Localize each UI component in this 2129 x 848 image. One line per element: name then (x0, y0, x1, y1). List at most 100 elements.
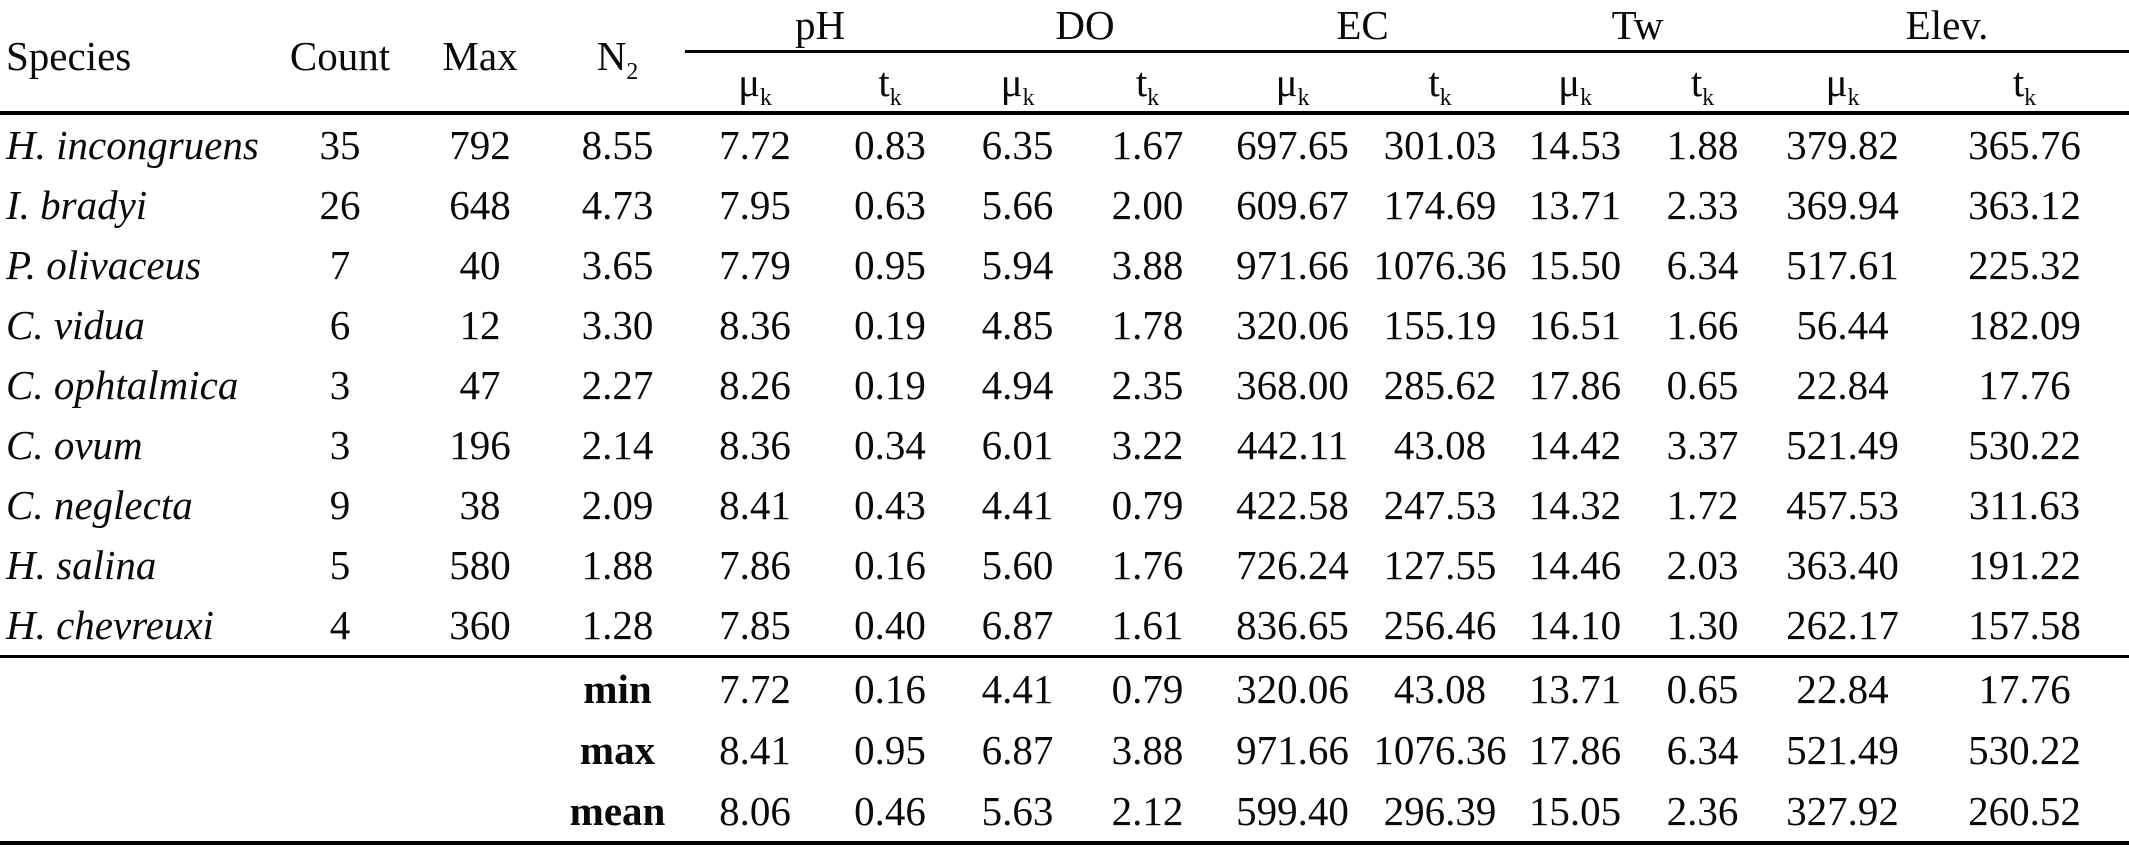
t-base: t (2012, 59, 2025, 105)
value-cell: 0.95 (854, 242, 926, 288)
empty-cell (270, 780, 410, 845)
species-name: H. chevreuxi (6, 602, 214, 648)
value-cell: 521.49 (1786, 422, 1899, 468)
value-cell: 1.66 (1666, 302, 1739, 348)
col-header-max: Max (410, 0, 550, 115)
value-cell: 7.79 (719, 242, 791, 288)
value-cell: 256.46 (1383, 602, 1497, 648)
mu-base: μ (1275, 59, 1298, 105)
value-cell: 4.85 (981, 302, 1054, 348)
value-cell: 2.27 (581, 362, 654, 408)
value-cell: 17.76 (1920, 655, 2129, 719)
value-cell: 521.49 (1786, 726, 1899, 773)
value-cell: 182.09 (1968, 302, 2081, 348)
value-cell: 422.58 (1236, 482, 1349, 528)
value-cell: 0.95 (854, 726, 926, 773)
value-cell: 7.95 (719, 182, 791, 228)
empty-cell (0, 719, 270, 780)
empty-cell (410, 655, 550, 719)
value-cell: 320.06 (1215, 655, 1371, 719)
subheader-t-ph: tk (825, 51, 956, 115)
empty-cell (410, 780, 550, 845)
species-row: C. ophtalmica 3 47 2.27 8.26 0.19 4.94 2.35 368.… (0, 355, 2129, 415)
col-header-species: Species (0, 0, 270, 115)
value-cell: 792 (449, 122, 511, 168)
value-cell: 22.84 (1796, 362, 1889, 408)
n2-subscript: 2 (626, 58, 639, 85)
value-cell: 1.67 (1111, 122, 1184, 168)
value-cell: 3 (329, 362, 351, 408)
species-name: C. ophtalmica (6, 362, 239, 408)
mu-subscript: k (1580, 85, 1592, 112)
value-cell: 5.94 (981, 242, 1054, 288)
value-cell: 4.41 (981, 482, 1054, 528)
value-cell: 6.87 (981, 602, 1054, 648)
value-cell: 726.24 (1236, 542, 1349, 588)
value-cell: 0.46 (825, 780, 956, 845)
value-cell: 6.87 (981, 726, 1054, 773)
value-cell: 26 (319, 182, 361, 228)
t-subscript: k (889, 85, 902, 112)
summary-row: mean 8.06 0.46 5.63 2.12 599.40 296.39 15.05 2.3… (0, 780, 2129, 845)
value-cell: 6.35 (981, 122, 1054, 168)
mu-subscript: k (1022, 85, 1035, 112)
value-cell: 260.52 (1920, 780, 2129, 845)
value-cell: 1.28 (581, 602, 654, 648)
value-cell: 7.72 (685, 655, 825, 719)
value-cell: 4.73 (581, 182, 654, 228)
value-cell: 2.35 (1111, 362, 1184, 408)
value-cell: 4.94 (981, 362, 1054, 408)
group-header-ec: EC (1215, 0, 1511, 53)
value-cell: 14.53 (1528, 122, 1622, 168)
group-header-elev: Elev. (1765, 0, 2129, 53)
t-subscript: k (2024, 85, 2037, 112)
value-cell: 2.03 (1666, 542, 1739, 588)
species-name: C. neglecta (6, 482, 193, 528)
value-cell: 38 (459, 482, 501, 528)
value-cell: 363.12 (1968, 182, 2081, 228)
subheader-mu-do: μk (955, 51, 1081, 115)
value-cell: 0.63 (854, 182, 926, 228)
table-header: Species Count Max N2 pH DO EC Tw Elev. μ… (0, 0, 2129, 115)
value-cell: 5.60 (981, 542, 1054, 588)
value-cell: 360 (449, 602, 511, 648)
species-row: H. chevreuxi 4 360 1.28 7.85 0.40 6.87 1.61 836.… (0, 595, 2129, 657)
value-cell: 320.06 (1236, 302, 1349, 348)
value-cell: 327.92 (1765, 780, 1921, 845)
value-cell: 0.65 (1666, 362, 1739, 408)
value-cell: 5.66 (981, 182, 1054, 228)
value-cell: 1.61 (1111, 602, 1184, 648)
value-cell: 7 (329, 242, 351, 288)
value-cell: 7.72 (719, 122, 791, 168)
value-cell: 0.16 (854, 542, 926, 588)
value-cell: 1076.36 (1373, 726, 1507, 773)
value-cell: 7.85 (719, 602, 791, 648)
group-header-do: DO (955, 0, 1216, 53)
value-cell: 8.41 (719, 482, 791, 528)
species-row: H. incongruens 35 792 8.55 7.72 0.83 6.35 1.67 6… (0, 113, 2129, 175)
value-cell: 7.86 (719, 542, 791, 588)
subheader-mu-tw: μk (1510, 51, 1641, 115)
value-cell: 127.55 (1383, 542, 1497, 588)
value-cell: 457.53 (1786, 482, 1899, 528)
value-cell: 262.17 (1786, 602, 1899, 648)
value-cell: 1.30 (1666, 602, 1739, 648)
value-cell: 43.08 (1393, 422, 1487, 468)
subheader-mu-elev: μk (1765, 51, 1921, 115)
value-cell: 196 (449, 422, 511, 468)
value-cell: 311.63 (1968, 482, 2081, 528)
species-row: C. neglecta 9 38 2.09 8.41 0.43 4.41 0.79 422.58… (0, 475, 2129, 535)
value-cell: 580 (449, 542, 511, 588)
value-cell: 530.22 (1968, 726, 2081, 773)
empty-cell (0, 655, 270, 719)
empty-cell (0, 780, 270, 845)
empty-cell (270, 719, 410, 780)
value-cell: 247.53 (1383, 482, 1497, 528)
value-cell: 6.34 (1666, 726, 1739, 773)
value-cell: 17.86 (1528, 362, 1622, 408)
value-cell: 0.83 (854, 122, 926, 168)
value-cell: 6.34 (1666, 242, 1739, 288)
value-cell: 12 (459, 302, 501, 348)
species-name: H. incongruens (6, 122, 259, 168)
